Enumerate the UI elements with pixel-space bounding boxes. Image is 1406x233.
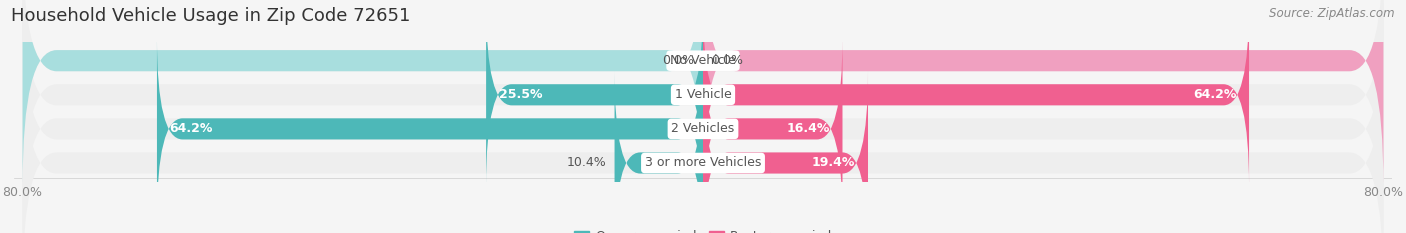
FancyBboxPatch shape — [703, 3, 1249, 186]
Text: 16.4%: 16.4% — [786, 122, 830, 135]
FancyBboxPatch shape — [703, 37, 842, 221]
FancyBboxPatch shape — [22, 3, 1384, 233]
Text: Household Vehicle Usage in Zip Code 72651: Household Vehicle Usage in Zip Code 7265… — [11, 7, 411, 25]
Text: 2 Vehicles: 2 Vehicles — [672, 122, 734, 135]
Text: 0.0%: 0.0% — [711, 54, 744, 67]
Text: 10.4%: 10.4% — [567, 157, 606, 169]
Text: 19.4%: 19.4% — [811, 157, 855, 169]
Text: No Vehicle: No Vehicle — [671, 54, 735, 67]
Text: 0.0%: 0.0% — [662, 54, 695, 67]
FancyBboxPatch shape — [703, 0, 1384, 186]
FancyBboxPatch shape — [22, 0, 703, 186]
FancyBboxPatch shape — [22, 0, 1384, 186]
FancyBboxPatch shape — [703, 71, 868, 233]
Text: 1 Vehicle: 1 Vehicle — [675, 88, 731, 101]
Text: 64.2%: 64.2% — [1192, 88, 1236, 101]
Text: 64.2%: 64.2% — [170, 122, 214, 135]
Text: 25.5%: 25.5% — [499, 88, 543, 101]
Legend: Owner-occupied, Renter-occupied: Owner-occupied, Renter-occupied — [568, 225, 838, 233]
FancyBboxPatch shape — [614, 71, 703, 233]
Text: 3 or more Vehicles: 3 or more Vehicles — [645, 157, 761, 169]
FancyBboxPatch shape — [22, 37, 1384, 233]
FancyBboxPatch shape — [22, 0, 1384, 221]
Text: Source: ZipAtlas.com: Source: ZipAtlas.com — [1270, 7, 1395, 20]
FancyBboxPatch shape — [157, 37, 703, 221]
FancyBboxPatch shape — [486, 3, 703, 186]
